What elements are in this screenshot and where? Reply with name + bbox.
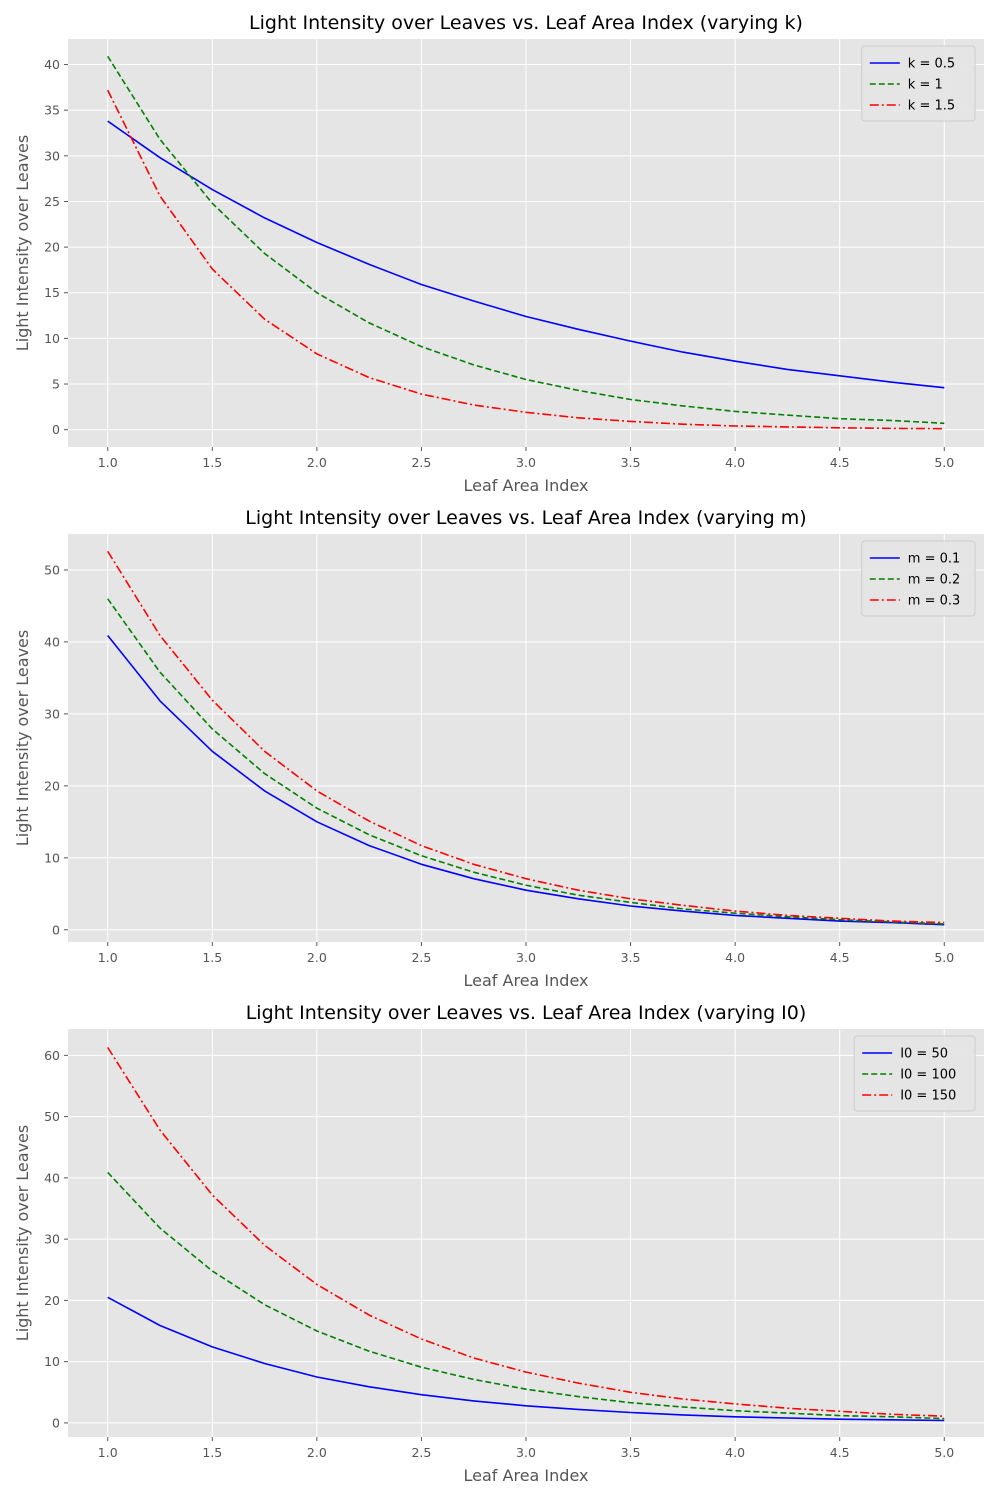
chart-title: Light Intensity over Leaves vs. Leaf Are… — [245, 507, 806, 529]
y-tick-label: 20 — [44, 778, 60, 793]
x-tick-label: 5.0 — [934, 950, 954, 965]
chart-panel: 1.0 1.5 2.0 2.5 3.0 3.5 4.0 4.5 5.0 0 5 10 15 20 25 30 3… — [13, 12, 984, 495]
y-tick-label: 30 — [44, 148, 60, 163]
legend-label: k = 1.5 — [908, 99, 955, 114]
legend-label: m = 0.3 — [908, 594, 961, 609]
series-line — [107, 1046, 945, 1417]
legend: m = 0.1 m = 0.2 m = 0.3 — [861, 540, 976, 617]
x-tick-label: 3.0 — [516, 1445, 536, 1460]
y-tick-label: 15 — [44, 285, 60, 300]
y-axis-label: Light Intensity over Leaves — [13, 135, 32, 351]
chart-panel: 1.0 1.5 2.0 2.5 3.0 3.5 4.0 4.5 5.0 0 10 20 30 40 50 60… — [13, 1002, 984, 1485]
y-tick-label: 10 — [44, 850, 60, 865]
legend-label: k = 1 — [908, 78, 943, 93]
legend-box — [861, 540, 976, 617]
x-tick-label: 4.5 — [830, 950, 850, 965]
y-tick-label: 60 — [44, 1048, 60, 1063]
x-tick-label: 2.5 — [411, 455, 431, 470]
x-tick-label: 2.0 — [307, 455, 327, 470]
series-line — [107, 598, 945, 925]
y-tick-label: 30 — [44, 706, 60, 721]
series-line — [107, 1296, 945, 1422]
legend-label: I0 = 100 — [900, 1068, 956, 1083]
series-line — [107, 55, 945, 425]
y-tick-label: 10 — [44, 331, 60, 346]
series-line — [107, 120, 945, 389]
x-tick-label: 1.5 — [202, 950, 222, 965]
x-tick-label: 5.0 — [934, 1445, 954, 1460]
x-tick-label: 2.5 — [411, 1445, 431, 1460]
y-tick-label: 0 — [52, 922, 60, 937]
series-line — [107, 635, 945, 926]
x-tick-label: 5.0 — [934, 455, 954, 470]
x-tick-label: 1.0 — [98, 950, 118, 965]
y-tick-label: 10 — [44, 1354, 60, 1369]
x-tick-label: 3.5 — [621, 455, 641, 470]
x-tick-label: 1.5 — [202, 455, 222, 470]
y-tick-label: 50 — [44, 562, 60, 577]
x-axis-label: Leaf Area Index — [464, 1466, 589, 1485]
x-axis-label: Leaf Area Index — [464, 971, 589, 990]
chart-title: Light Intensity over Leaves vs. Leaf Are… — [249, 12, 803, 34]
legend-box — [861, 45, 976, 122]
series-line — [107, 550, 945, 924]
y-tick-label: 0 — [52, 1415, 60, 1430]
y-tick-label: 20 — [44, 1293, 60, 1308]
y-tick-label: 0 — [52, 422, 60, 437]
legend-label: m = 0.1 — [908, 552, 961, 567]
y-tick-label: 25 — [44, 194, 60, 209]
chart-panel: 1.0 1.5 2.0 2.5 3.0 3.5 4.0 4.5 5.0 0 10 20 30 40 50 Li… — [13, 507, 984, 990]
x-axis-label: Leaf Area Index — [464, 476, 589, 495]
y-axis-label: Light Intensity over Leaves — [13, 1125, 32, 1341]
y-tick-label: 40 — [44, 634, 60, 649]
chart-title: Light Intensity over Leaves vs. Leaf Are… — [246, 1002, 807, 1024]
legend-box — [853, 1035, 976, 1112]
legend-label: m = 0.2 — [908, 573, 961, 588]
legend: k = 0.5 k = 1 k = 1.5 — [861, 45, 976, 122]
x-tick-label: 4.0 — [725, 950, 745, 965]
y-tick-label: 20 — [44, 240, 60, 255]
x-tick-label: 2.0 — [307, 950, 327, 965]
y-tick-label: 30 — [44, 1232, 60, 1247]
legend-label: I0 = 150 — [900, 1089, 956, 1104]
y-tick-label: 40 — [44, 1170, 60, 1185]
x-tick-label: 4.5 — [830, 1445, 850, 1460]
x-tick-label: 3.5 — [621, 1445, 641, 1460]
y-tick-label: 5 — [52, 377, 60, 392]
legend: I0 = 50 I0 = 100 I0 = 150 — [853, 1035, 976, 1112]
legend-label: k = 0.5 — [908, 57, 955, 72]
x-tick-label: 4.0 — [725, 455, 745, 470]
legend-label: I0 = 50 — [900, 1047, 948, 1062]
x-tick-label: 3.0 — [516, 455, 536, 470]
x-tick-label: 2.0 — [307, 1445, 327, 1460]
y-tick-label: 35 — [44, 103, 60, 118]
series-line — [106, 89, 945, 430]
series-line — [107, 1171, 945, 1420]
x-tick-label: 1.0 — [98, 455, 118, 470]
x-tick-label: 2.5 — [411, 950, 431, 965]
x-tick-label: 3.5 — [621, 950, 641, 965]
y-tick-label: 40 — [44, 57, 60, 72]
x-tick-label: 4.0 — [725, 1445, 745, 1460]
x-tick-label: 1.0 — [98, 1445, 118, 1460]
x-tick-label: 1.5 — [202, 1445, 222, 1460]
y-axis-label: Light Intensity over Leaves — [13, 630, 32, 846]
x-tick-label: 3.0 — [516, 950, 536, 965]
y-tick-label: 50 — [44, 1109, 60, 1124]
x-tick-label: 4.5 — [830, 455, 850, 470]
